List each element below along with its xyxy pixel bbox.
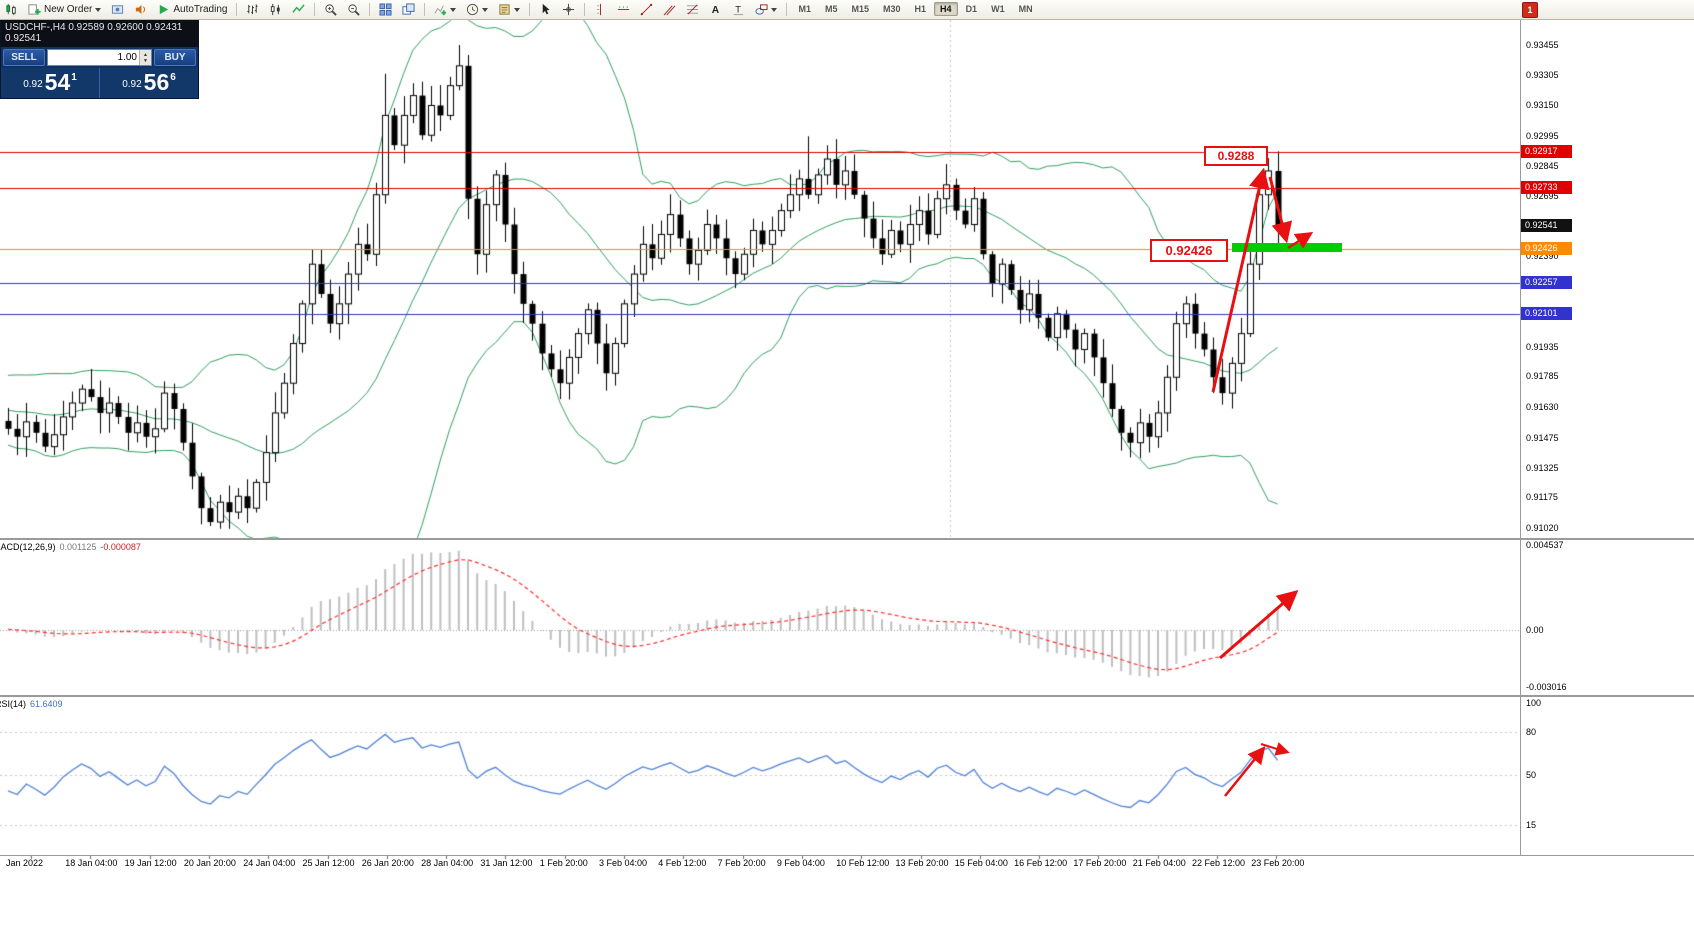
chevron-down-icon [514,7,521,12]
crosshair-icon[interactable] [558,1,579,19]
timeframe-W1[interactable]: W1 [991,4,1005,14]
volume-up-icon[interactable]: ▲ [143,51,148,58]
pane-separator-macd[interactable] [0,538,1694,540]
vertical-line-icon[interactable] [590,1,611,19]
indicators-icon [434,5,447,16]
horizontal-line-icon[interactable] [613,1,634,19]
autotrading-play-icon [160,4,169,15]
macd-pane-label: MACD(12,26,9)0.001125-0.000087 [0,542,141,552]
timeframe-MN[interactable]: MN [1018,4,1033,14]
zone-price-label[interactable]: 0.92426 [1150,239,1228,262]
shapes-button[interactable] [751,1,781,19]
chevron-down-icon [95,7,102,12]
symbol-chart-icon[interactable] [1,1,22,19]
toolbar-separator [529,3,531,16]
templates-button[interactable] [494,1,524,19]
chevron-down-icon [771,7,778,12]
sell-price-sup: 1 [71,72,77,83]
timeframe-H4[interactable]: H4 [934,2,958,16]
cursor-icon[interactable] [535,1,556,19]
indicators-button[interactable] [430,1,460,19]
time-axis-separator [0,855,1694,856]
buy-price-sup: 6 [170,72,176,83]
toolbar-separator [786,3,788,16]
periods-icon [467,3,479,16]
trendline-icon[interactable] [636,1,657,19]
macd-signal-value: -0.000087 [100,542,141,552]
rsi-pane-label: RSI(14)61.6409 [0,699,63,709]
chart-title-ohlc: USDCHF-,H4 0.92589 0.92600 0.92431 0.925… [1,20,198,47]
rsi-name: RSI(14) [0,699,27,709]
autotrading-label: AutoTrading [173,4,228,15]
svg-text:A: A [712,5,720,16]
label-icon[interactable]: T [728,1,749,19]
toolbar-separator [424,3,426,16]
sell-price-big: 54 [44,69,71,95]
timeframe-M15[interactable]: M15 [851,4,870,14]
sell-button[interactable]: SELL [3,49,45,66]
periods-button[interactable] [462,1,492,19]
channel-icon[interactable] [659,1,680,19]
chart-bars-icon[interactable] [242,1,263,19]
buy-button[interactable]: BUY [154,49,196,66]
price-divider [99,68,100,98]
profile-badge[interactable]: 1 [1522,2,1538,18]
one-click-trading-panel: USDCHF-,H4 0.92589 0.92600 0.92431 0.925… [0,19,199,99]
toolbar-separator [369,3,371,16]
timeframe-D1[interactable]: D1 [965,4,978,14]
toolbar-separator [236,3,238,16]
chart-line-icon[interactable] [288,1,309,19]
toolbar: New Order AutoTrading [0,0,1694,20]
macd-main-value: 0.001125 [59,542,97,552]
timeframe-H1[interactable]: H1 [914,4,927,14]
price-axis-separator [1520,19,1521,855]
chart-snapshot-icon[interactable] [107,1,128,19]
sell-price[interactable]: 0.92 54 1 [1,68,99,98]
volume-down-icon[interactable]: ▼ [143,57,148,64]
peak-price-label[interactable]: 0.9288 [1204,146,1268,166]
rsi-value: 61.6409 [30,699,63,709]
chart-candles-icon[interactable] [265,1,286,19]
zoom-out-icon[interactable] [343,1,364,19]
svg-text:T: T [736,4,742,14]
sell-price-small: 0.92 [23,79,43,90]
new-order-label: New Order [44,4,93,15]
buy-price-small: 0.92 [122,79,142,90]
zoom-in-icon[interactable] [320,1,341,19]
chevron-down-icon [450,7,457,12]
pane-separator-rsi[interactable] [0,695,1694,697]
volume-input[interactable] [48,50,139,65]
toolbar-separator [314,3,316,16]
toolbar-separator [584,3,586,16]
buy-price-big: 56 [143,69,170,95]
volume-field: ▲ ▼ [47,49,152,66]
timeframe-M5[interactable]: M5 [824,4,838,14]
timeframe-toolbar: M1 M5 M15 M30 H1 H4 D1 W1 MN [791,2,1039,16]
chevron-down-icon [482,7,489,12]
new-order-button[interactable]: New Order [24,1,105,19]
autotrading-button[interactable]: AutoTrading [153,1,231,19]
text-icon[interactable]: A [705,1,726,19]
new-order-icon [28,4,41,15]
timeframe-M30[interactable]: M30 [883,4,901,14]
fibonacci-icon[interactable] [682,1,703,19]
shapes-icon [755,4,769,15]
buy-price[interactable]: 0.92 56 6 [100,68,198,98]
tile-windows-icon[interactable] [375,1,396,19]
templates-icon [499,4,511,15]
cascade-windows-icon[interactable] [398,1,419,19]
sounds-icon[interactable] [130,1,151,19]
macd-name: MACD(12,26,9) [0,542,56,552]
timeframe-M1[interactable]: M1 [798,4,811,14]
